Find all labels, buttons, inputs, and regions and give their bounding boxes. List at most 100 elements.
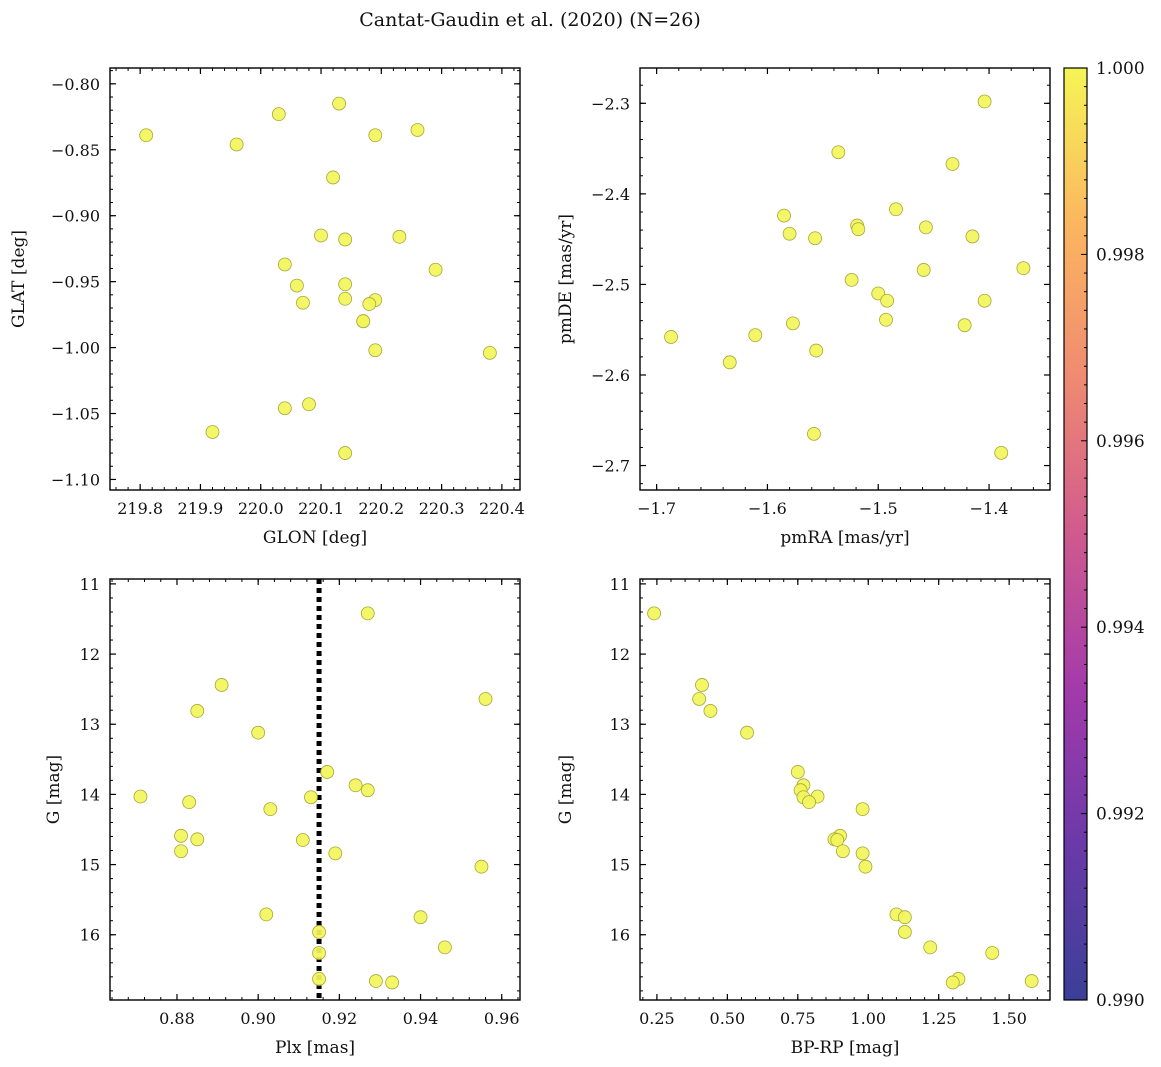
data-point [263,802,278,817]
data-point [277,257,292,272]
glon-glat-panel: 219.8 219.9 220.0 220.1 220.2 220.3 220.4 −1.10… [9,67,525,548]
data-point [478,692,493,706]
y-tick-label: −0.90 [51,207,100,226]
data-point [312,925,326,939]
data-point [174,844,188,859]
data-point [1024,974,1039,988]
y-tick-label: −1.05 [51,405,100,424]
data-point [807,426,821,441]
y-tick-label: −2.3 [591,94,630,113]
data-point [314,228,328,243]
data-point [174,828,188,843]
plot-frame [109,578,521,1001]
data-point [356,314,371,329]
data-point [360,783,375,798]
data-point [312,946,326,960]
data-point [428,262,443,277]
data-point [277,401,292,416]
y-tick-label: 14 [80,785,100,804]
data-point [474,859,489,874]
y-axis-label: GLAT [deg] [9,230,29,328]
data-point [362,297,377,311]
y-tick-label: −0.85 [51,141,100,160]
colorbar-tick-label: 0.992 [1096,805,1145,825]
data-point [482,345,497,360]
data-point [880,293,895,308]
data-point [722,355,737,370]
data-point [844,273,859,287]
data-point [392,229,407,244]
data-point [830,833,845,847]
y-tick-label: 11 [80,575,100,594]
x-axis-label: Plx [mas] [275,1038,355,1058]
x-tick-label: 220.3 [419,499,465,518]
data-point [918,220,933,235]
data-point [703,704,718,718]
data-point [190,832,205,847]
y-tick-label: 14 [610,785,630,804]
data-point [889,202,903,217]
data-point [809,343,824,358]
data-point [296,295,310,310]
colorbar-gradient [1063,67,1088,1001]
data-point [835,844,850,859]
x-tick-label: 0.90 [240,1009,276,1028]
y-tick-label: −1.10 [51,470,100,489]
colorbar-tick-label: 0.994 [1096,618,1145,638]
data-point [332,96,347,111]
data-point [994,445,1009,460]
data-point [957,318,972,333]
y-tick-label: 11 [610,575,630,594]
data-point [897,910,912,925]
data-point [338,232,353,247]
x-tick-label: 1.00 [850,1009,886,1028]
data-point [748,328,763,343]
y-tick-label: 12 [80,645,100,664]
data-point [368,974,383,988]
colorbar-tick-label: 0.996 [1096,432,1145,452]
data-point [205,425,220,439]
data-point [368,343,383,358]
data-point [855,802,870,817]
data-point [259,907,274,922]
data-point [790,765,805,779]
y-tick-label: −2.5 [591,275,630,294]
x-tick-label: −1.5 [859,499,898,518]
data-point [1016,261,1031,276]
y-tick-label: 16 [610,926,630,945]
data-point [945,157,960,171]
y-tick-label: 12 [610,645,630,664]
data-point [348,778,363,793]
y-tick-label: −2.6 [591,366,630,385]
x-tick-label: 0.94 [403,1009,439,1028]
data-point [855,846,870,861]
colorbar-tick-label: 0.998 [1096,245,1145,265]
data-point [139,128,154,143]
y-axis-label: G [mag] [556,755,576,824]
data-point [368,128,383,143]
data-point [304,790,318,805]
y-tick-label: −1.00 [51,339,100,358]
y-tick-label: 13 [80,715,100,734]
data-point [413,910,428,925]
data-point [385,975,400,990]
data-point [295,833,310,847]
figure-title: Cantat-Gaudin et al. (2020) (N=26) [359,9,701,31]
y-tick-label: −2.7 [591,457,630,476]
x-tick-label: 0.50 [710,1009,746,1028]
y-tick-label: 13 [610,715,630,734]
y-tick-label: −2.4 [591,185,630,204]
y-axis-label: G [mag] [44,755,64,824]
data-point [985,946,1000,960]
data-point [271,107,286,122]
y-axis-label: pmDE [mas/yr] [556,214,576,344]
x-tick-label: −1.6 [748,499,787,518]
data-point [916,263,931,277]
x-tick-label: 220.4 [479,499,525,518]
plx-g-panel: 0.88 0.90 0.92 0.94 0.96 11 12 13 14 15 16 Plx [mas… [44,575,521,1058]
data-point [945,975,960,990]
data-point [360,606,375,621]
data-point [965,229,980,244]
x-tick-label: 1.25 [921,1009,957,1028]
data-point [664,330,678,344]
